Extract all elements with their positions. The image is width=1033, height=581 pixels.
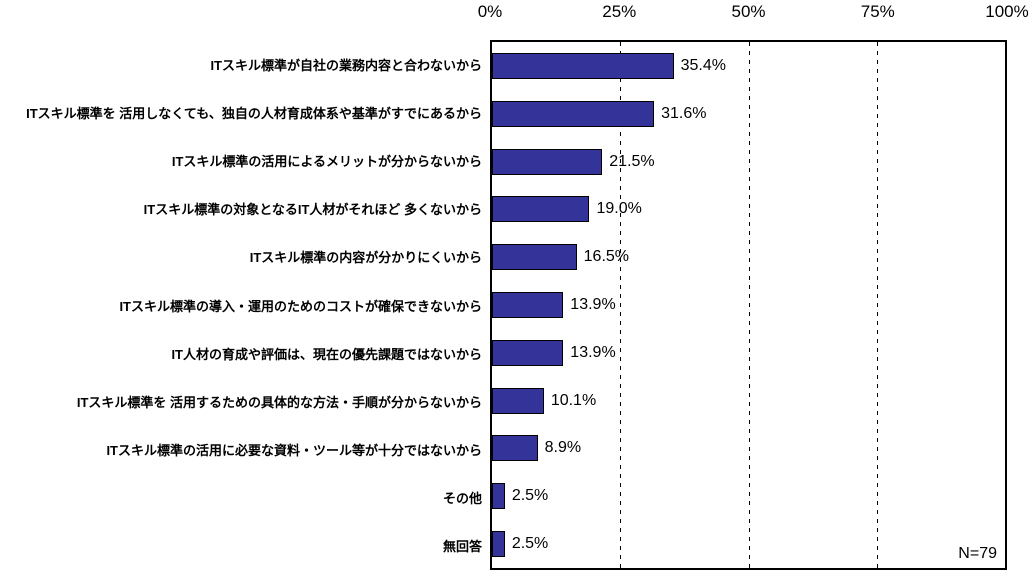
bar-value-label: 19.0% — [596, 200, 642, 218]
bar-value-label: 2.5% — [511, 535, 549, 553]
bar-row: 35.4% — [492, 42, 1005, 90]
category-label: ITスキル標準の活用に必要な資料・ツール等が十分ではないから — [106, 443, 482, 459]
bar-value-label: 8.9% — [544, 439, 582, 457]
category-label: ITスキル標準の対象となるIT人材がそれほど 多くないから — [143, 202, 482, 218]
bar-value-label: 2.5% — [511, 487, 549, 505]
bar-value-label: 35.4% — [680, 56, 726, 74]
category-label: ITスキル標準の導入・運用のためのコストが確保できないから — [119, 298, 482, 314]
x-axis-tick-label: 25% — [602, 2, 637, 21]
bar-value-label: 16.5% — [583, 248, 630, 266]
gridline-25 — [620, 42, 622, 568]
category-label: ITスキル標準が自社の業務内容と合わないから — [210, 57, 482, 73]
bar-row: 31.6% — [492, 90, 1005, 138]
x-axis: 0% 25% 50% 75% 100% — [478, 0, 1029, 32]
bar-value-label: 13.9% — [570, 295, 616, 313]
category-label: ITスキル標準の内容が分かりにくいから — [249, 250, 482, 266]
bar-row: 2.5% — [492, 520, 1005, 568]
x-axis-tick-label: 100% — [985, 2, 1029, 21]
gridline-75 — [876, 42, 878, 568]
bar-row: 2.5% — [492, 472, 1005, 520]
bar-row: 8.9% — [492, 425, 1005, 473]
bar — [492, 148, 603, 175]
bar — [492, 531, 505, 558]
gridline-50 — [748, 42, 750, 568]
bar-row: 13.9% — [492, 329, 1005, 377]
bar — [492, 483, 505, 510]
bar-row: 16.5% — [492, 233, 1005, 281]
bar-row: 19.0% — [492, 185, 1005, 233]
bar-value-label: 13.9% — [570, 343, 616, 361]
bar — [492, 435, 538, 462]
bar-value-label: 31.6% — [661, 104, 707, 122]
bar-value-label: 10.1% — [550, 391, 597, 409]
category-label: ITスキル標準を 活用しなくても、独自の人材育成体系や基準がすでにあるから — [26, 105, 482, 121]
category-label: ITスキル標準を 活用するための具体的な方法・手順が分からないから — [76, 394, 482, 410]
category-label: ITスキル標準の活用によるメリットが分からないから — [171, 153, 482, 169]
bar — [492, 52, 674, 79]
bar-value-label: 21.5% — [609, 152, 655, 170]
category-labels: ITスキル標準が自社の業務内容と合わないから ITスキル標準を 活用しなくても、独… — [0, 40, 482, 570]
bar — [492, 291, 564, 318]
sample-size-label: N=79 — [958, 545, 997, 562]
category-label: 無回答 — [442, 539, 482, 555]
x-axis-tick-label: 0% — [477, 2, 503, 21]
bar — [492, 339, 564, 366]
bar-rows: 35.4% 31.6% 21.5% 19.0% 16.5% 13.9% 13.9% 10.1%… — [492, 42, 1005, 568]
x-axis-tick-label: 75% — [860, 2, 895, 21]
bar-row: 10.1% — [492, 377, 1005, 425]
bar — [492, 244, 577, 271]
category-label: IT人材の育成や評価は、現在の優先課題ではないから — [171, 346, 482, 362]
bar-row: 13.9% — [492, 281, 1005, 329]
bar-row: 21.5% — [492, 138, 1005, 186]
x-axis-tick-label: 50% — [731, 2, 766, 21]
bar — [492, 196, 590, 223]
category-label: その他 — [442, 491, 482, 507]
bar — [492, 100, 655, 127]
bar — [492, 387, 544, 414]
plot-area: 35.4% 31.6% 21.5% 19.0% 16.5% 13.9% 13.9% 10.1%… — [490, 40, 1007, 570]
